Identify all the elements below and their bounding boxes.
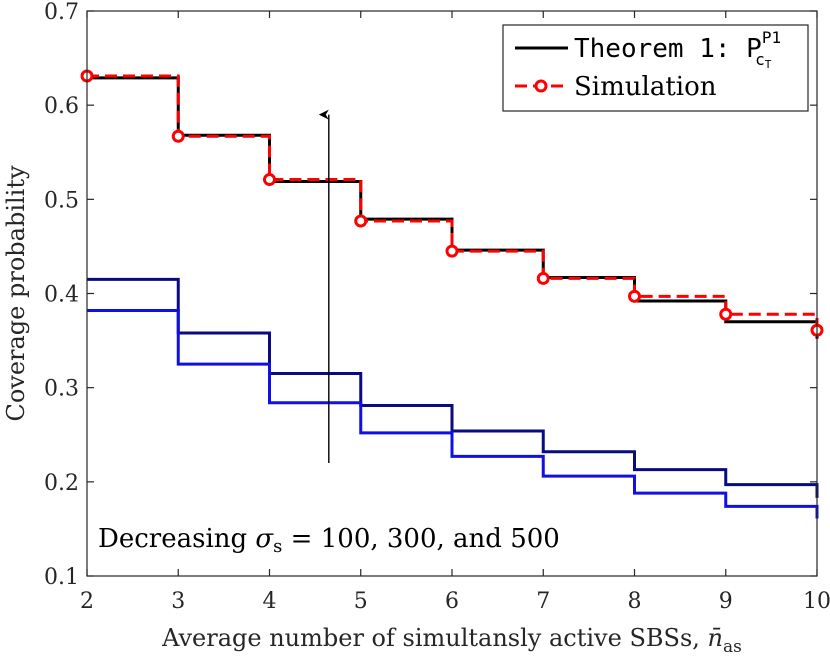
y-tick-label: 0.6 <box>44 94 79 119</box>
series-point <box>719 307 733 321</box>
axes-layer: 2 3 4 5 6 7 8 9 10 0.1 0.2 0.3 0.4 0.5 0.6 0.7 <box>44 0 830 614</box>
x-tick-label: 4 <box>263 589 277 614</box>
series-point <box>171 129 185 143</box>
annotation-text: Decreasing σs = 100, 300, and 500 <box>98 524 560 557</box>
legend-label-theorem: Theorem 1: PP1 cT <box>574 28 781 71</box>
y-tick-label: 0.7 <box>44 0 79 25</box>
x-tick-label: 8 <box>628 589 642 614</box>
legend-label-simulation: Simulation <box>574 72 717 102</box>
x-tick-label: 3 <box>171 589 185 614</box>
x-tick-label: 5 <box>354 589 368 614</box>
x-tick-label: 7 <box>536 589 550 614</box>
y-tick-label: 0.1 <box>44 565 79 590</box>
series-layer <box>80 69 824 519</box>
series-point <box>536 271 550 285</box>
x-tick-label: 9 <box>719 589 733 614</box>
y-tick-label: 0.2 <box>44 471 79 496</box>
legend-marker-simulation <box>534 79 548 93</box>
y-tick-label: 0.3 <box>44 377 79 402</box>
x-tick-label: 10 <box>803 589 830 614</box>
x-axis-label: Average number of simultansly active SBS… <box>161 624 742 657</box>
x-tick-label: 6 <box>445 589 459 614</box>
annotation-layer: Decreasing σs = 100, 300, and 500 <box>98 109 560 557</box>
y-axis-label: Coverage probability <box>2 165 30 422</box>
series-point <box>445 244 459 258</box>
legend-box <box>502 24 809 112</box>
x-tick-label: 2 <box>80 589 94 614</box>
series-point <box>354 214 368 228</box>
series-point <box>263 173 276 187</box>
series-line-2 <box>87 277 819 498</box>
y-tick-label: 0.5 <box>44 188 79 213</box>
y-tick-label: 0.4 <box>44 283 79 308</box>
axis-labels: Average number of simultansly active SBS… <box>2 165 742 657</box>
series-point <box>628 289 641 303</box>
series-line-3 <box>87 308 819 519</box>
